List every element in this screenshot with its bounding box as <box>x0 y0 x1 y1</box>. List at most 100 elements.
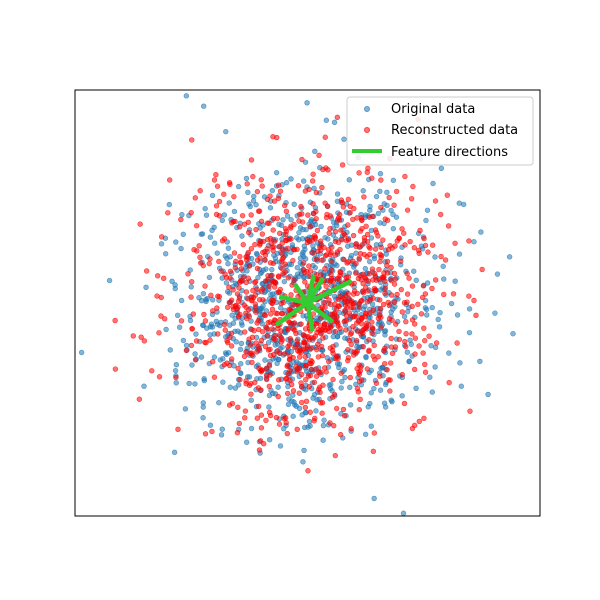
data-point <box>286 306 292 313</box>
data-point <box>346 177 353 183</box>
data-point <box>424 312 430 318</box>
data-point <box>209 324 216 330</box>
data-point <box>207 337 213 343</box>
data-point <box>337 211 343 218</box>
data-point <box>255 317 262 324</box>
data-point <box>380 301 387 308</box>
data-point <box>217 322 223 329</box>
data-point <box>200 400 206 406</box>
data-point <box>411 422 418 429</box>
data-point <box>178 245 184 252</box>
data-point <box>305 468 311 474</box>
data-point <box>478 229 484 235</box>
data-point <box>289 320 295 327</box>
data-point <box>166 201 173 208</box>
data-points-layer <box>78 93 516 516</box>
data-point <box>334 353 340 360</box>
data-point <box>254 251 260 258</box>
data-point <box>221 212 228 218</box>
data-point <box>345 222 351 228</box>
data-point <box>275 384 281 390</box>
data-point <box>318 238 324 244</box>
data-point <box>357 228 364 234</box>
data-point <box>371 342 377 348</box>
data-point <box>353 260 359 267</box>
data-point <box>377 188 383 195</box>
data-point <box>300 249 306 255</box>
data-point <box>341 136 347 142</box>
data-point <box>254 286 260 292</box>
data-point <box>303 376 309 383</box>
data-point <box>404 270 410 277</box>
data-point <box>384 189 390 196</box>
data-point <box>408 341 414 347</box>
data-point <box>467 408 473 414</box>
data-point <box>262 257 268 263</box>
data-point <box>243 378 249 384</box>
data-point <box>319 410 325 416</box>
data-point <box>323 165 329 171</box>
data-point <box>350 216 356 223</box>
data-point <box>437 309 443 316</box>
data-point <box>212 240 218 246</box>
data-point <box>242 329 248 335</box>
data-point <box>402 338 408 345</box>
data-point <box>423 217 429 224</box>
data-point <box>411 366 418 373</box>
data-point <box>263 365 270 372</box>
data-point <box>378 324 385 330</box>
data-point <box>248 297 255 304</box>
data-point <box>229 312 235 318</box>
data-point <box>388 277 395 284</box>
data-point <box>367 251 373 258</box>
data-point <box>408 195 415 202</box>
data-point <box>220 356 226 362</box>
data-point <box>302 279 308 285</box>
data-point <box>259 329 266 335</box>
data-point <box>320 437 326 443</box>
data-point <box>390 177 397 184</box>
data-point <box>370 448 377 454</box>
data-point <box>235 382 242 388</box>
data-point <box>348 252 355 259</box>
data-point <box>373 242 380 248</box>
data-point <box>270 291 276 297</box>
data-point <box>193 331 199 337</box>
data-point <box>377 171 384 177</box>
data-point <box>271 335 277 342</box>
data-point <box>263 417 269 424</box>
data-point <box>333 405 340 412</box>
data-point <box>342 299 349 305</box>
data-point <box>343 312 350 319</box>
data-point <box>259 286 266 292</box>
data-point <box>428 342 434 349</box>
data-point <box>294 246 300 253</box>
data-point <box>276 289 282 295</box>
data-point <box>296 365 303 371</box>
data-point <box>238 370 244 377</box>
data-point <box>231 193 237 200</box>
data-point <box>302 362 309 369</box>
data-point <box>369 330 375 337</box>
data-point <box>253 278 259 285</box>
data-point <box>235 183 242 190</box>
data-point <box>188 342 195 349</box>
data-point <box>329 311 335 318</box>
data-point <box>246 229 252 236</box>
data-point <box>351 280 357 287</box>
data-point <box>332 452 339 459</box>
data-point <box>313 256 320 263</box>
data-point <box>284 375 290 382</box>
data-point <box>376 266 382 273</box>
data-point <box>214 305 220 311</box>
data-point <box>368 390 374 396</box>
data-point <box>285 401 292 408</box>
data-point <box>285 362 291 368</box>
data-point <box>342 374 348 381</box>
data-point <box>362 431 369 438</box>
data-point <box>300 332 307 338</box>
data-point <box>306 418 313 425</box>
data-point <box>285 245 291 252</box>
data-point <box>248 212 254 218</box>
